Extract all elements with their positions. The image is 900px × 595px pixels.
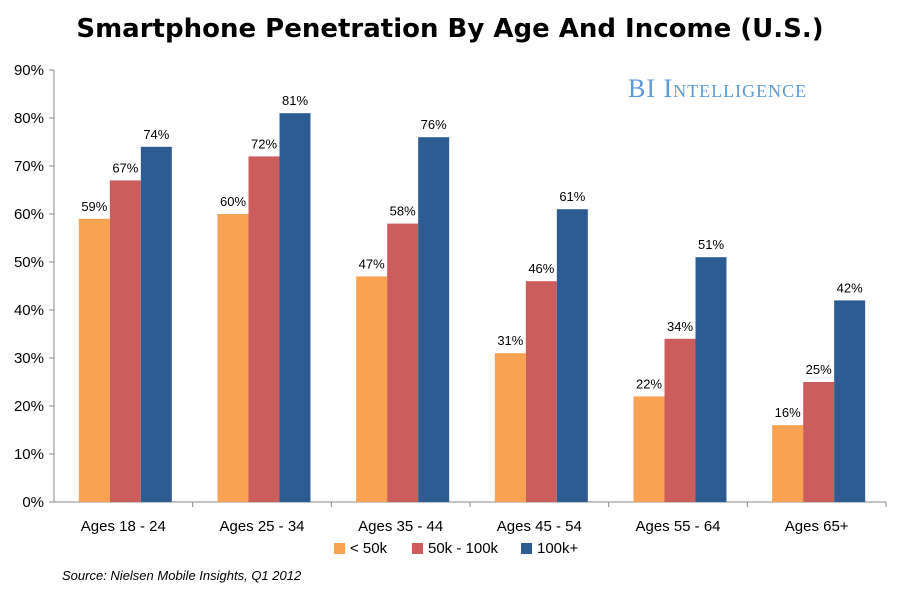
bars: 59% 67% 74% 60% 72% 81% 47% 58% 76% 31% 46% 61% 22% 3…	[78, 93, 866, 503]
bar-value-label: 42%	[837, 280, 863, 295]
legend-label: 50k - 100k	[428, 540, 499, 557]
y-tick-label: 20%	[14, 398, 44, 415]
bar	[834, 300, 866, 502]
legend-swatch	[521, 543, 532, 554]
bar-value-label: 25%	[806, 362, 832, 377]
bar	[494, 353, 526, 502]
y-tick-label: 70%	[14, 158, 44, 175]
brand-logo-text: BI Intelligence	[628, 74, 808, 103]
bar-value-label: 16%	[775, 405, 801, 420]
legend-swatch	[412, 543, 423, 554]
legend: < 50k 50k - 100k 100k+	[334, 540, 579, 557]
y-tick-label: 50%	[14, 254, 44, 271]
bar-value-label: 72%	[251, 136, 277, 151]
y-tick-label: 0%	[22, 494, 44, 511]
bar	[140, 146, 172, 503]
bar	[387, 223, 419, 502]
axes: 0% 10% 20% 30% 40% 50% 60% 70% 80% 90% Ages 18 - 2…	[14, 62, 887, 535]
bar	[279, 113, 311, 502]
x-tick-label: Ages 18 - 24	[81, 518, 166, 535]
bar-value-label: 31%	[497, 333, 523, 348]
x-tick-label: Ages 35 - 44	[358, 518, 443, 535]
bar-value-label: 59%	[81, 199, 107, 214]
bar	[248, 156, 280, 502]
y-tick-label: 40%	[14, 302, 44, 319]
legend-label: < 50k	[350, 540, 388, 557]
bar-value-label: 76%	[421, 117, 447, 132]
bar	[695, 257, 727, 502]
bar	[109, 180, 141, 502]
bar-value-label: 22%	[636, 376, 662, 391]
bar-value-label: 34%	[667, 319, 693, 334]
bar	[525, 281, 557, 502]
y-tick-label: 10%	[14, 446, 44, 463]
bar	[664, 338, 696, 502]
bar-value-label: 58%	[390, 204, 416, 219]
bar	[772, 425, 804, 502]
bar-value-label: 74%	[143, 127, 169, 142]
bar-value-label: 61%	[559, 189, 585, 204]
legend-swatch	[334, 543, 345, 554]
bar-value-label: 60%	[220, 194, 246, 209]
x-tick-label: Ages 45 - 54	[497, 518, 582, 535]
x-tick-label: Ages 25 - 34	[219, 518, 304, 535]
bar	[217, 214, 249, 502]
legend-label: 100k+	[537, 540, 579, 557]
chart-title: Smartphone Penetration By Age And Income…	[76, 14, 824, 44]
bar-value-label: 47%	[359, 256, 385, 271]
bar	[633, 396, 665, 502]
bar	[803, 382, 835, 502]
x-tick-label: Ages 65+	[785, 518, 849, 535]
bar	[78, 218, 110, 503]
bar-value-label: 67%	[112, 160, 138, 175]
bar-value-label: 51%	[698, 237, 724, 252]
y-tick-label: 60%	[14, 206, 44, 223]
bar-value-label: 81%	[282, 93, 308, 108]
bar	[418, 137, 450, 502]
bar	[556, 209, 588, 502]
y-tick-label: 90%	[14, 62, 44, 79]
x-tick-label: Ages 55 - 64	[635, 518, 720, 535]
bar	[356, 276, 388, 502]
source-note: Source: Nielsen Mobile Insights, Q1 2012	[62, 568, 302, 583]
bar-value-label: 46%	[528, 261, 554, 276]
y-tick-label: 80%	[14, 110, 44, 127]
y-tick-label: 30%	[14, 350, 44, 367]
